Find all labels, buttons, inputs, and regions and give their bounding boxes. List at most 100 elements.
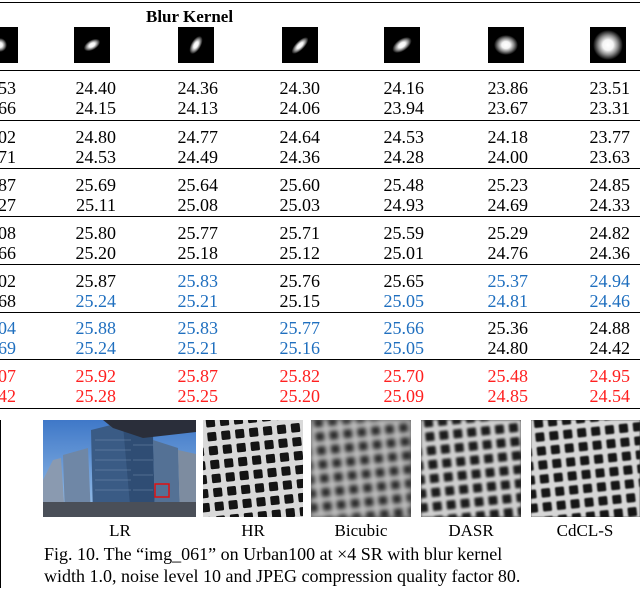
cell-value: 25.09 bbox=[383, 386, 425, 406]
cell-value: 24.36 bbox=[589, 243, 631, 263]
kernel-ellipse-icon bbox=[178, 27, 214, 63]
table-cell: 25.77 25.16 bbox=[260, 318, 321, 358]
cell-value: 24.30 bbox=[279, 78, 321, 98]
table-cell: 25.87 25.24 bbox=[56, 271, 117, 311]
kernel-ellipse-icon bbox=[74, 27, 110, 63]
table-cell: 25.92 25.28 bbox=[56, 366, 117, 406]
table-cell: 25.70 25.09 bbox=[364, 366, 425, 406]
kernel-blob bbox=[0, 38, 7, 52]
cell-value: 71 bbox=[0, 147, 16, 167]
kernel-blob bbox=[289, 34, 311, 56]
table-cell-partial: 53 66 bbox=[0, 78, 16, 118]
kernel-disk-icon bbox=[590, 27, 626, 63]
table-cell: 24.18 24.00 bbox=[468, 127, 529, 167]
cell-value: 08 bbox=[0, 223, 16, 243]
cell-value: 25.05 bbox=[383, 338, 425, 358]
table-cell: 24.30 24.06 bbox=[260, 78, 321, 118]
table-cell: 24.77 24.49 bbox=[158, 127, 219, 167]
cell-value: 07 bbox=[0, 366, 16, 386]
cell-value: 25.82 bbox=[279, 366, 321, 386]
cell-value: 24.76 bbox=[487, 243, 529, 263]
cell-value: 24.40 bbox=[75, 78, 117, 98]
cell-value: 24.81 bbox=[487, 291, 529, 311]
cell-value: 24.94 bbox=[589, 271, 631, 291]
cell-value: 25.23 bbox=[487, 175, 529, 195]
cell-value: 25.66 bbox=[383, 318, 425, 338]
table-cell: 25.36 24.80 bbox=[468, 318, 529, 358]
cell-value: 25.28 bbox=[75, 386, 117, 406]
cell-value: 25.36 bbox=[487, 318, 529, 338]
kernel-blob bbox=[494, 35, 518, 55]
cell-value: 24.15 bbox=[75, 98, 117, 118]
cell-value: 25.83 bbox=[177, 318, 219, 338]
cell-value: 25.48 bbox=[487, 366, 529, 386]
cell-value: 25.83 bbox=[177, 271, 219, 291]
kernel-blob bbox=[186, 33, 206, 57]
cell-value: 25.29 bbox=[487, 223, 529, 243]
cell-value: 02 bbox=[0, 127, 16, 147]
table-cell: 23.86 23.67 bbox=[468, 78, 529, 118]
cell-value: 24.28 bbox=[383, 147, 425, 167]
table-cell: 25.23 24.69 bbox=[468, 175, 529, 215]
table-cell: 25.65 25.05 bbox=[364, 271, 425, 311]
cell-value: 25.48 bbox=[383, 175, 425, 195]
cell-value: 25.24 bbox=[75, 338, 117, 358]
cell-value: 24.88 bbox=[589, 318, 631, 338]
cell-value: 23.51 bbox=[589, 78, 631, 98]
table-cell: 23.51 23.31 bbox=[570, 78, 631, 118]
cell-value: 25.16 bbox=[279, 338, 321, 358]
cell-value: 24.80 bbox=[487, 338, 529, 358]
cell-value: 25.18 bbox=[177, 243, 219, 263]
cell-value: 25.15 bbox=[279, 291, 321, 311]
cell-value: 66 bbox=[0, 243, 16, 263]
table-cell: 25.37 24.81 bbox=[468, 271, 529, 311]
table-top-rule bbox=[0, 2, 640, 3]
cell-value: 25.69 bbox=[75, 175, 117, 195]
cell-value: 24.16 bbox=[383, 78, 425, 98]
table-cell: 24.80 24.53 bbox=[56, 127, 117, 167]
cell-value: 25.80 bbox=[75, 223, 117, 243]
cell-value: 25.21 bbox=[177, 291, 219, 311]
cell-value: 02 bbox=[0, 271, 16, 291]
table-cell: 25.87 25.25 bbox=[158, 366, 219, 406]
cell-value: 23.94 bbox=[383, 98, 425, 118]
table-cell: 25.64 25.08 bbox=[158, 175, 219, 215]
table-cell: 24.82 24.36 bbox=[570, 223, 631, 263]
table-cell: 25.59 25.01 bbox=[364, 223, 425, 263]
cell-value: 25.87 bbox=[177, 366, 219, 386]
cell-value: 24.00 bbox=[487, 147, 529, 167]
table-cell: 24.64 24.36 bbox=[260, 127, 321, 167]
figure-left-edge bbox=[0, 420, 1, 588]
cell-value: 24.42 bbox=[589, 338, 631, 358]
cell-value: 24.13 bbox=[177, 98, 219, 118]
blur-kernel-header: Blur Kernel bbox=[146, 7, 234, 26]
cell-value: 25.24 bbox=[75, 291, 117, 311]
cell-value: 25.88 bbox=[75, 318, 117, 338]
grid-bicubic-icon bbox=[311, 420, 411, 517]
table-cell: 24.95 24.54 bbox=[570, 366, 631, 406]
table-rule bbox=[0, 70, 640, 71]
cell-value: 25.59 bbox=[383, 223, 425, 243]
kernel-ellipse-icon bbox=[384, 27, 420, 63]
table-rule bbox=[0, 120, 640, 121]
table-rule bbox=[0, 168, 640, 169]
cell-value: 25.12 bbox=[279, 243, 321, 263]
cell-value: 25.01 bbox=[383, 243, 425, 263]
table-cell: 25.69 25.11 bbox=[56, 175, 117, 215]
table-cell: 25.77 25.18 bbox=[158, 223, 219, 263]
table-cell-partial: 02 68 bbox=[0, 271, 16, 311]
table-cell: 25.71 25.12 bbox=[260, 223, 321, 263]
kernel-ellipse-icon bbox=[488, 27, 524, 63]
cell-value: 23.67 bbox=[487, 98, 529, 118]
table-cell: 24.36 24.13 bbox=[158, 78, 219, 118]
cell-value: 24.06 bbox=[279, 98, 321, 118]
table-cell-partial: 07 42 bbox=[0, 366, 16, 406]
cell-value: 24.53 bbox=[75, 147, 117, 167]
cell-value: 25.60 bbox=[279, 175, 321, 195]
kernel-blob bbox=[593, 30, 623, 60]
cell-value: 25.03 bbox=[279, 195, 321, 215]
cell-value: 25.37 bbox=[487, 271, 529, 291]
cell-value: 24.85 bbox=[487, 386, 529, 406]
cell-value: 24.64 bbox=[279, 127, 321, 147]
table-cell-partial: 08 66 bbox=[0, 223, 16, 263]
